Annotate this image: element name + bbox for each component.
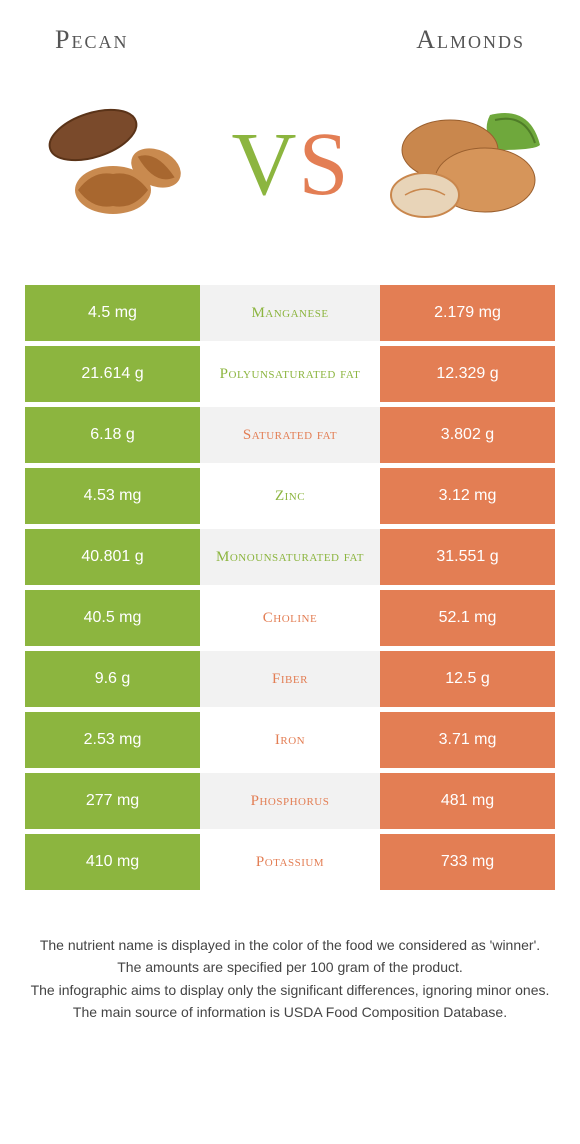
nutrient-name: Zinc xyxy=(200,468,380,524)
vs-label: V S xyxy=(231,120,348,210)
nutrient-name: Fiber xyxy=(200,651,380,707)
nutrient-name: Phosphorus xyxy=(200,773,380,829)
nutrient-name: Choline xyxy=(200,590,380,646)
header-titles: Pecan Almonds xyxy=(0,0,580,55)
nutrient-row: 2.53 mgIron3.71 mg xyxy=(25,712,555,768)
nutrient-row: 410 mgPotassium733 mg xyxy=(25,834,555,890)
right-value: 3.71 mg xyxy=(380,712,555,768)
left-value: 277 mg xyxy=(25,773,200,829)
left-value: 40.801 g xyxy=(25,529,200,585)
right-value: 12.5 g xyxy=(380,651,555,707)
nutrient-row: 4.5 mgManganese2.179 mg xyxy=(25,285,555,341)
left-value: 2.53 mg xyxy=(25,712,200,768)
left-value: 4.53 mg xyxy=(25,468,200,524)
vs-letter-v: V xyxy=(231,120,296,210)
right-value: 733 mg xyxy=(380,834,555,890)
right-value: 31.551 g xyxy=(380,529,555,585)
nutrient-row: 40.801 gMonounsaturated fat31.551 g xyxy=(25,529,555,585)
nutrient-row: 4.53 mgZinc3.12 mg xyxy=(25,468,555,524)
nutrient-name: Saturated fat xyxy=(200,407,380,463)
left-food-title: Pecan xyxy=(55,25,128,55)
right-value: 12.329 g xyxy=(380,346,555,402)
right-value: 481 mg xyxy=(380,773,555,829)
nutrient-name: Potassium xyxy=(200,834,380,890)
left-value: 9.6 g xyxy=(25,651,200,707)
footer-notes: The nutrient name is displayed in the co… xyxy=(0,895,580,1022)
left-value: 4.5 mg xyxy=(25,285,200,341)
nutrient-table: 4.5 mgManganese2.179 mg21.614 gPolyunsat… xyxy=(0,285,580,890)
right-value: 52.1 mg xyxy=(380,590,555,646)
nutrient-name: Polyunsaturated fat xyxy=(200,346,380,402)
nutrient-row: 9.6 gFiber12.5 g xyxy=(25,651,555,707)
footer-line: The infographic aims to display only the… xyxy=(30,980,550,1000)
right-value: 3.802 g xyxy=(380,407,555,463)
vs-letter-s: S xyxy=(298,120,348,210)
pecan-image xyxy=(35,90,200,240)
nutrient-row: 277 mgPhosphorus481 mg xyxy=(25,773,555,829)
nutrient-name: Iron xyxy=(200,712,380,768)
footer-line: The main source of information is USDA F… xyxy=(30,1002,550,1022)
almonds-image xyxy=(380,90,545,240)
nutrient-name: Monounsaturated fat xyxy=(200,529,380,585)
left-value: 21.614 g xyxy=(25,346,200,402)
nutrient-row: 6.18 gSaturated fat3.802 g xyxy=(25,407,555,463)
footer-line: The amounts are specified per 100 gram o… xyxy=(30,957,550,977)
left-value: 410 mg xyxy=(25,834,200,890)
hero-row: V S xyxy=(0,55,580,285)
nutrient-name: Manganese xyxy=(200,285,380,341)
right-food-title: Almonds xyxy=(416,25,525,55)
nutrient-row: 21.614 gPolyunsaturated fat12.329 g xyxy=(25,346,555,402)
right-value: 2.179 mg xyxy=(380,285,555,341)
nutrient-row: 40.5 mgCholine52.1 mg xyxy=(25,590,555,646)
left-value: 6.18 g xyxy=(25,407,200,463)
footer-line: The nutrient name is displayed in the co… xyxy=(30,935,550,955)
left-value: 40.5 mg xyxy=(25,590,200,646)
right-value: 3.12 mg xyxy=(380,468,555,524)
